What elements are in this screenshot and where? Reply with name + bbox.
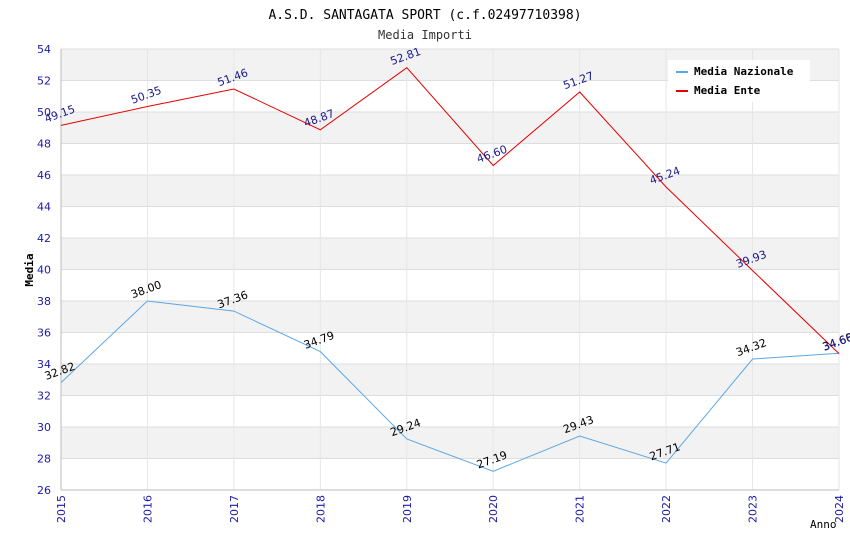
- data-label: 50.35: [129, 84, 163, 107]
- x-tick-label: 2021: [574, 495, 587, 523]
- x-tick-label: 2018: [314, 495, 327, 523]
- y-tick-label: 50: [37, 106, 51, 119]
- legend-label-media-ente: Media Ente: [694, 84, 761, 97]
- legend-box: [668, 60, 810, 102]
- y-tick-label: 52: [37, 75, 51, 88]
- grid-bands: [61, 49, 839, 459]
- x-tick-label: 2016: [141, 495, 154, 523]
- y-tick-label: 36: [37, 327, 51, 340]
- chart-subtitle: Media Importi: [378, 28, 472, 42]
- y-tick-label: 48: [37, 138, 51, 151]
- grid-band: [61, 427, 839, 459]
- grid-band: [61, 175, 839, 207]
- y-tick-label: 34: [37, 358, 51, 371]
- y-tick-label: 44: [37, 201, 51, 214]
- gridlines: [60, 48, 840, 491]
- y-axis-label: Media: [23, 253, 36, 286]
- x-tick-label: 2020: [487, 495, 500, 523]
- x-tick-label: 2022: [660, 495, 673, 523]
- series-lines: [60, 67, 840, 472]
- y-tick-label: 28: [37, 453, 51, 466]
- chart-title: A.S.D. SANTAGATA SPORT (c.f.02497710398): [268, 8, 581, 23]
- grid-band: [61, 238, 839, 270]
- grid-band: [61, 364, 839, 396]
- y-tick-label: 30: [37, 421, 51, 434]
- y-tick-label: 26: [37, 484, 51, 497]
- y-tick-label: 46: [37, 169, 51, 182]
- x-tick-label: 2019: [401, 495, 414, 523]
- y-tick-labels: 26 28 30 32 34 36 38 40 42 44 46 48 50 52 54: [37, 43, 51, 497]
- y-tick-label: 42: [37, 232, 51, 245]
- grid-band: [61, 301, 839, 333]
- x-tick-labels: 2015 2016 2017 2018 2019 2020 2021 2022 2023 2024: [55, 495, 846, 523]
- y-tick-label: 40: [37, 264, 51, 277]
- x-tick-label: 2023: [747, 495, 760, 523]
- legend-label-media-nazionale: Media Nazionale: [694, 65, 794, 78]
- x-tick-label: 2015: [55, 495, 68, 523]
- y-tick-label: 32: [37, 390, 51, 403]
- x-axis-label: Anno: [810, 518, 837, 531]
- data-label: 34.32: [734, 336, 768, 359]
- x-tick-label: 2024: [833, 495, 846, 523]
- series-line-media-nazionale: [60, 300, 840, 472]
- data-label: 38.00: [129, 278, 163, 301]
- x-tick-label: 2017: [228, 495, 241, 523]
- data-label: 46.60: [475, 143, 509, 166]
- legend: Media Nazionale Media Ente: [668, 60, 810, 102]
- y-tick-label: 38: [37, 295, 51, 308]
- series-line-media-ente: [60, 67, 840, 354]
- y-tick-label: 54: [37, 43, 51, 56]
